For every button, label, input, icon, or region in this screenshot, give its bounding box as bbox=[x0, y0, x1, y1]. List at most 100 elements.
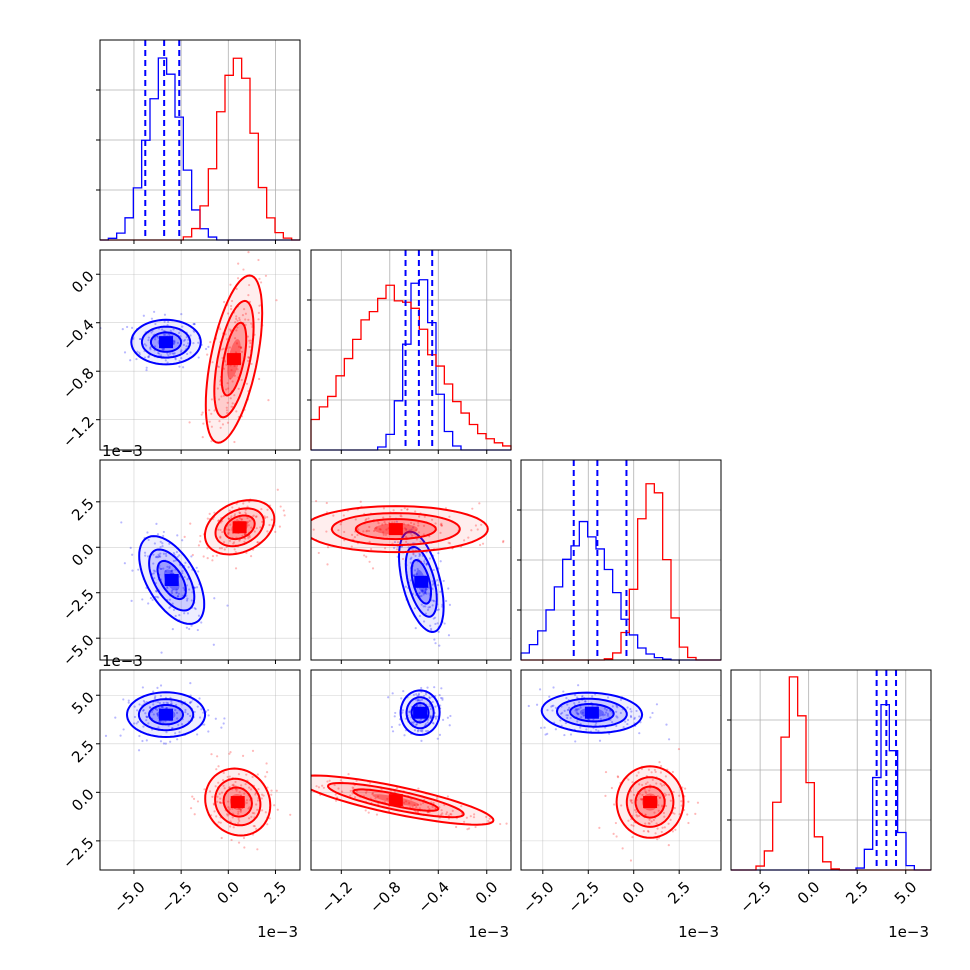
scatter-point-b bbox=[228, 328, 231, 331]
scatter-point-a bbox=[420, 594, 423, 597]
scatter-point-b bbox=[210, 412, 213, 415]
scatter-point-a bbox=[552, 704, 555, 707]
scatter-point-b bbox=[259, 526, 262, 529]
scatter-point-b bbox=[654, 770, 657, 774]
scatter-point-a bbox=[418, 592, 421, 595]
scatter-point-b bbox=[629, 799, 632, 802]
scatter-point-a bbox=[408, 710, 411, 713]
scatter-point-a bbox=[431, 580, 434, 583]
scatter-point-b bbox=[663, 783, 666, 787]
scatter-point-a bbox=[138, 351, 141, 354]
scatter-point-b bbox=[233, 394, 236, 397]
scatter-point-b bbox=[648, 789, 651, 792]
density-peak-b bbox=[232, 521, 247, 534]
scatter-point-b bbox=[247, 817, 251, 820]
scatter-point-a bbox=[566, 716, 569, 720]
scatter-point-b bbox=[218, 420, 221, 423]
scatter-point-b bbox=[240, 518, 243, 521]
scatter-point-a bbox=[185, 584, 189, 587]
scatter-point-b bbox=[246, 516, 249, 520]
contour-b bbox=[223, 514, 256, 541]
scatter-point-b bbox=[191, 795, 194, 798]
scatter-point-b bbox=[384, 533, 388, 536]
scatter-point-b bbox=[374, 527, 377, 530]
scatter-point-b bbox=[413, 803, 416, 807]
scatter-point-b bbox=[227, 532, 230, 536]
scatter-point-b bbox=[231, 402, 234, 405]
scatter-point-b bbox=[671, 770, 674, 774]
scatter-point-b bbox=[671, 830, 674, 833]
scatter-point-b bbox=[445, 812, 448, 816]
scatter-point-b bbox=[427, 805, 430, 809]
scatter-point-b bbox=[653, 811, 656, 814]
density-peak-b bbox=[226, 353, 241, 366]
scatter-point-b bbox=[353, 796, 357, 799]
scatter-point-a bbox=[429, 705, 432, 708]
scatter-point-a bbox=[162, 333, 166, 336]
scatter-point-b bbox=[406, 508, 409, 511]
scatter-point-a bbox=[181, 539, 184, 542]
scatter-point-b bbox=[674, 828, 677, 831]
density-peak-a bbox=[584, 706, 599, 719]
scatter-point-b bbox=[402, 801, 406, 804]
scatter-point-a bbox=[123, 562, 126, 565]
scatter-point-b bbox=[217, 765, 220, 768]
scatter-point-a bbox=[439, 590, 442, 593]
scatter-point-b bbox=[684, 787, 687, 790]
scatter-point-b bbox=[356, 533, 359, 537]
scatter-point-a bbox=[404, 585, 408, 588]
scatter-point-a bbox=[157, 596, 160, 599]
x-tick-label: 0.0 bbox=[619, 878, 649, 908]
scatter-point-a bbox=[575, 696, 579, 699]
x-tick-label: −1.2 bbox=[318, 878, 356, 916]
density-peak-a bbox=[414, 575, 429, 588]
scatter-point-a bbox=[159, 694, 162, 697]
scatter-point-b bbox=[325, 501, 328, 505]
scatter-point-b bbox=[326, 546, 330, 549]
scatter-point-a bbox=[160, 567, 163, 571]
scatter-point-a bbox=[141, 739, 144, 743]
scatter-point-a bbox=[171, 628, 174, 631]
scatter-point-a bbox=[151, 598, 154, 601]
scatter-point-b bbox=[264, 811, 267, 814]
scatter-point-b bbox=[222, 367, 226, 370]
scatter-point-b bbox=[239, 808, 242, 811]
scatter-point-b bbox=[251, 811, 254, 815]
scatter-point-b bbox=[225, 406, 228, 409]
scatter-point-a bbox=[177, 723, 180, 727]
scatter-point-a bbox=[421, 698, 424, 701]
scatter-point-a bbox=[170, 702, 173, 705]
scatter-point-b bbox=[673, 812, 676, 815]
scatter-point-a bbox=[160, 354, 163, 357]
scatter-point-b bbox=[439, 531, 442, 534]
scatter-point-a bbox=[198, 716, 202, 719]
scatter-point-b bbox=[248, 500, 251, 503]
scatter-point-b bbox=[222, 300, 226, 304]
scatter-point-b bbox=[632, 793, 636, 797]
scatter-point-b bbox=[250, 526, 253, 529]
scatter-point-b bbox=[375, 526, 378, 529]
scatter-point-b bbox=[400, 534, 403, 538]
panel-frame bbox=[99, 669, 301, 871]
scatter-point-b bbox=[326, 563, 329, 566]
scatter-point-b bbox=[256, 541, 259, 544]
panel-3-2 bbox=[527, 684, 700, 862]
scatter-point-b bbox=[229, 523, 232, 526]
scatter-point-b bbox=[641, 793, 644, 797]
contour-a bbox=[137, 698, 195, 732]
scatter-point-b bbox=[239, 346, 242, 349]
contour-a bbox=[569, 703, 615, 723]
scatter-point-b bbox=[663, 826, 666, 829]
scatter-point-b bbox=[235, 410, 238, 413]
scatter-point-a bbox=[575, 709, 579, 712]
scatter-point-a bbox=[419, 718, 423, 721]
contour-a bbox=[138, 535, 206, 625]
scatter-point-a bbox=[577, 708, 580, 711]
scatter-point-a bbox=[551, 704, 554, 708]
scatter-point-b bbox=[395, 787, 399, 790]
scatter-point-a bbox=[189, 714, 192, 718]
scatter-point-a bbox=[432, 599, 436, 603]
scatter-point-b bbox=[339, 523, 342, 526]
contour-b bbox=[204, 274, 264, 444]
scatter-point-a bbox=[173, 341, 176, 344]
